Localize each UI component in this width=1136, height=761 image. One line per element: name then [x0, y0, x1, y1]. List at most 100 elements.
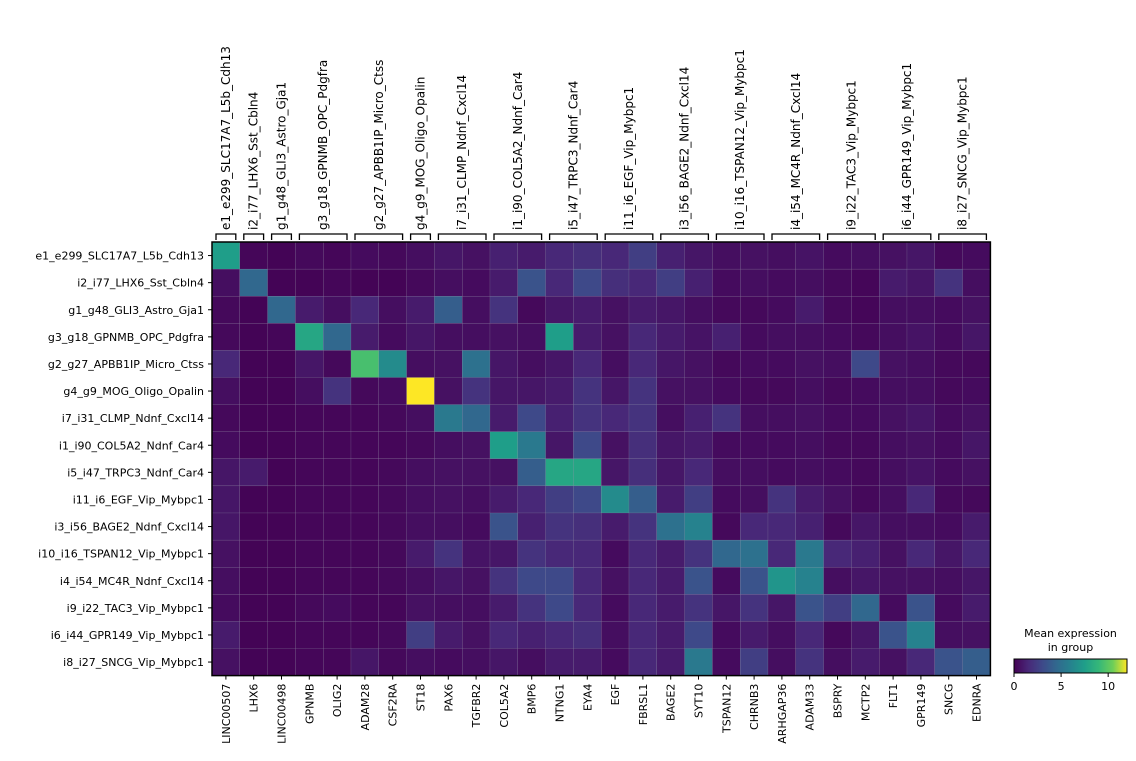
heatmap-cell: [740, 350, 769, 378]
heatmap-cell: [656, 512, 685, 541]
heatmap-cell: [823, 296, 852, 324]
heatmap-cell: [517, 404, 546, 432]
row-tick-label: i6_i44_GPR149_Vip_Mybpc1: [51, 629, 204, 642]
heatmap-cell: [434, 431, 463, 459]
heatmap-cell: [545, 350, 574, 378]
heatmap-cell: [573, 648, 602, 676]
heatmap-cell: [489, 404, 518, 432]
heatmap-cell: [211, 377, 240, 405]
heatmap-cell: [378, 567, 407, 595]
heatmap-cell: [684, 621, 713, 649]
group-bracket: [409, 233, 432, 240]
heatmap-cell: [795, 431, 824, 459]
heatmap-cell: [767, 350, 796, 378]
heatmap-cell: [712, 431, 741, 459]
heatmap-cell: [350, 296, 379, 324]
heatmap-cell: [601, 539, 630, 568]
column-tick-label: FLT1: [887, 684, 900, 709]
heatmap-cell: [239, 539, 268, 568]
heatmap-cell: [462, 594, 491, 622]
colorbar-gradient: [1013, 658, 1128, 674]
heatmap-cell: [934, 431, 963, 459]
heatmap-cell: [406, 268, 435, 297]
heatmap-cell: [323, 485, 352, 514]
heatmap-cell: [489, 485, 518, 514]
heatmap-cell: [712, 377, 741, 405]
heatmap-cell: [906, 323, 935, 351]
heatmap-cell: [601, 594, 630, 622]
column-tick-label: EGF: [609, 684, 622, 706]
heatmap-cell: [795, 296, 824, 324]
heatmap-cell: [350, 512, 379, 541]
heatmap-cell: [628, 485, 657, 514]
heatmap-cell: [323, 431, 352, 459]
heatmap-cells: [211, 241, 991, 676]
heatmap-cell: [656, 567, 685, 595]
column-tick-labels: LINC00507 LHX6 LINC00498 GPNMB OLIG2 ADAM28 CS…: [220, 675, 984, 744]
heatmap-cell: [823, 485, 852, 514]
row-tick-label: i1_i90_COL5A2_Ndnf_Car4: [59, 439, 204, 452]
heatmap-cell: [267, 404, 296, 432]
heatmap-cell: [823, 241, 852, 270]
heatmap-cell: [767, 648, 796, 676]
colorbar: Mean expression in group 0 5 10: [1011, 627, 1128, 693]
heatmap-cell: [712, 567, 741, 595]
heatmap-cell: [879, 539, 908, 568]
heatmap-cell: [934, 567, 963, 595]
heatmap-cell: [350, 241, 379, 270]
heatmap-cell: [851, 594, 880, 622]
heatmap-cell: [934, 512, 963, 541]
heatmap-cell: [211, 539, 240, 568]
heatmap-cell: [406, 567, 435, 595]
heatmap-cell: [851, 404, 880, 432]
heatmap-cell: [823, 431, 852, 459]
heatmap-cell: [934, 485, 963, 514]
heatmap-cell: [767, 458, 796, 487]
heatmap-cell: [573, 485, 602, 514]
row-tick-labels: e1_e299_SLC17A7_L5b_Cdh13 i2_i77_LHX6_Sst…: [35, 250, 212, 669]
heatmap-cell: [656, 458, 685, 487]
heatmap-cell: [267, 485, 296, 514]
heatmap-cell: [628, 404, 657, 432]
heatmap-cell: [740, 458, 769, 487]
heatmap-cell: [239, 648, 268, 676]
row-tick-label: g1_g48_GLI3_Astro_Gja1: [68, 304, 204, 317]
heatmap-cell: [601, 241, 630, 270]
heatmap-cell: [795, 512, 824, 541]
heatmap-cell: [462, 296, 491, 324]
heatmap-cell: [350, 485, 379, 514]
heatmap-cell: [295, 485, 324, 514]
heatmap-cell: [684, 296, 713, 324]
heatmap-cell: [573, 512, 602, 541]
group-bracket-label: i11_i6_EGF_Vip_Mybpc1: [622, 87, 636, 230]
heatmap-cell: [239, 567, 268, 595]
heatmap-cell: [767, 296, 796, 324]
group-bracket: [270, 233, 293, 240]
heatmap-cell: [601, 431, 630, 459]
heatmap-cell: [879, 268, 908, 297]
heatmap-cell: [239, 512, 268, 541]
heatmap-cell: [906, 404, 935, 432]
heatmap-cell: [545, 512, 574, 541]
heatmap-cell: [656, 648, 685, 676]
heatmap-cell: [767, 377, 796, 405]
row-tick-label: i2_i77_LHX6_Sst_Cbln4: [77, 277, 204, 290]
heatmap-cell: [239, 296, 268, 324]
heatmap-cell: [295, 648, 324, 676]
heatmap-cell: [406, 431, 435, 459]
heatmap-cell: [267, 621, 296, 649]
column-tick-label: ADAM28: [359, 684, 372, 731]
column-tick-label: SYT10: [693, 684, 706, 718]
heatmap-cell: [684, 539, 713, 568]
heatmap-cell: [434, 377, 463, 405]
group-bracket: [215, 233, 237, 240]
heatmap-cell: [545, 268, 574, 297]
heatmap-cell: [323, 296, 352, 324]
heatmap-cell: [211, 350, 240, 378]
heatmap-cell: [823, 594, 852, 622]
group-bracket-label: i4_i54_MC4R_Ndnf_Cxcl14: [789, 73, 803, 230]
heatmap-cell: [489, 621, 518, 649]
heatmap-cell: [295, 350, 324, 378]
colorbar-tick-label: 0: [1011, 680, 1018, 693]
heatmap-cell: [962, 458, 991, 487]
